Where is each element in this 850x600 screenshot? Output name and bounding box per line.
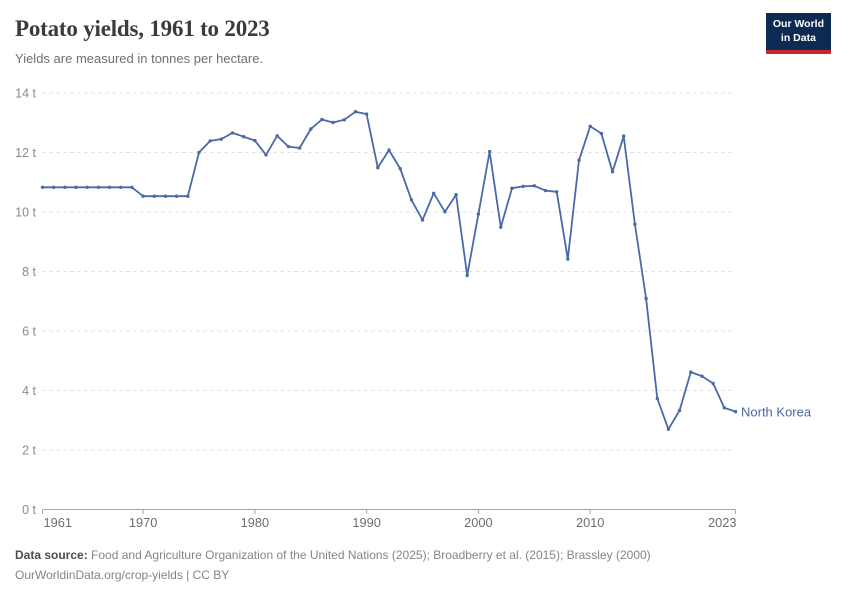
data-point[interactable] xyxy=(63,185,67,189)
x-axis-tick-label: 1970 xyxy=(129,515,157,530)
chart-subtitle: Yields are measured in tonnes per hectar… xyxy=(15,51,264,66)
data-point[interactable] xyxy=(85,185,89,189)
data-point[interactable] xyxy=(186,194,190,198)
data-point[interactable] xyxy=(96,185,101,189)
y-axis-tick-label: 8 t xyxy=(22,265,36,279)
data-source-label: Data source: xyxy=(15,548,88,562)
data-point[interactable] xyxy=(733,409,738,414)
data-point[interactable] xyxy=(197,150,201,155)
data-point[interactable] xyxy=(286,144,291,149)
x-axis-tick-label: 2023 xyxy=(708,515,736,530)
data-point[interactable] xyxy=(364,112,369,116)
data-point[interactable] xyxy=(644,296,648,301)
data-point[interactable] xyxy=(230,131,235,135)
y-axis-tick-label: 0 t xyxy=(22,503,36,517)
series-label-north-korea[interactable]: North Korea xyxy=(741,404,812,420)
data-point[interactable] xyxy=(130,185,134,189)
x-axis-tick-label: 1961 xyxy=(44,515,72,530)
y-axis-tick-label: 14 t xyxy=(15,86,36,100)
data-point[interactable] xyxy=(409,198,414,202)
data-point[interactable] xyxy=(331,120,335,125)
data-point[interactable] xyxy=(253,138,257,143)
x-axis-tick-label: 1990 xyxy=(352,515,380,530)
data-point[interactable] xyxy=(555,190,559,194)
data-point[interactable] xyxy=(499,225,503,229)
data-point[interactable] xyxy=(163,194,168,198)
y-axis-tick-label: 10 t xyxy=(15,205,36,219)
data-point[interactable] xyxy=(689,370,693,374)
data-point[interactable] xyxy=(119,185,123,189)
data-point[interactable] xyxy=(566,257,570,261)
data-point[interactable] xyxy=(521,184,525,189)
x-axis-tick-label: 2000 xyxy=(464,515,492,530)
data-point[interactable] xyxy=(454,193,458,197)
chart-title: Potato yields, 1961 to 2023 xyxy=(15,16,270,41)
data-point[interactable] xyxy=(432,191,436,195)
data-point[interactable] xyxy=(510,186,514,190)
data-point[interactable] xyxy=(476,212,481,216)
data-point[interactable] xyxy=(74,185,78,189)
owid-logo-line2: in Data xyxy=(780,31,816,44)
y-axis-tick-label: 4 t xyxy=(22,384,36,398)
data-point[interactable] xyxy=(532,184,536,188)
data-point[interactable] xyxy=(107,185,112,189)
owid-logo[interactable]: Our World in Data xyxy=(765,13,831,55)
attribution-line: OurWorldinData.org/crop-yields | CC BY xyxy=(15,568,230,582)
data-source-text: Food and Agriculture Organization of the… xyxy=(87,548,651,562)
y-axis-tick-label: 12 t xyxy=(15,146,36,160)
data-point[interactable] xyxy=(622,134,626,138)
data-point[interactable] xyxy=(40,185,45,189)
data-point[interactable] xyxy=(320,117,324,122)
data-point[interactable] xyxy=(208,139,212,143)
data-point[interactable] xyxy=(588,124,592,128)
data-point[interactable] xyxy=(398,166,402,171)
data-point[interactable] xyxy=(52,185,56,189)
data-point[interactable] xyxy=(387,148,391,152)
data-point[interactable] xyxy=(264,153,268,157)
data-point[interactable] xyxy=(610,170,615,174)
x-axis-tick-label: 2010 xyxy=(576,515,604,530)
data-point[interactable] xyxy=(376,166,380,170)
data-point[interactable] xyxy=(543,188,548,193)
data-point[interactable] xyxy=(309,127,313,131)
data-point[interactable] xyxy=(711,381,715,386)
data-point[interactable] xyxy=(174,194,179,198)
data-point[interactable] xyxy=(577,158,581,162)
y-axis-tick-label: 2 t xyxy=(22,443,36,457)
data-point[interactable] xyxy=(297,146,302,150)
data-point[interactable] xyxy=(666,427,671,431)
data-point[interactable] xyxy=(599,131,604,136)
owid-logo-line1: Our World xyxy=(772,18,824,30)
data-point[interactable] xyxy=(420,218,425,222)
data-point[interactable] xyxy=(353,110,358,114)
data-point[interactable] xyxy=(443,210,447,214)
data-point[interactable] xyxy=(633,222,637,226)
data-point[interactable] xyxy=(275,134,279,138)
data-point[interactable] xyxy=(722,406,726,410)
data-point[interactable] xyxy=(487,149,492,154)
x-axis-tick-label: 1980 xyxy=(241,515,269,530)
data-point[interactable] xyxy=(677,408,682,413)
data-point[interactable] xyxy=(242,135,246,139)
data-point[interactable] xyxy=(141,194,145,198)
data-point[interactable] xyxy=(700,374,704,378)
data-line-north-korea[interactable] xyxy=(41,110,737,431)
data-point[interactable] xyxy=(342,118,346,122)
y-axis-tick-label: 6 t xyxy=(22,324,36,338)
data-source-line: Data source: Food and Agriculture Organi… xyxy=(15,545,835,565)
data-point[interactable] xyxy=(219,137,223,141)
data-point[interactable] xyxy=(152,194,156,198)
chart-footer: Data source: Food and Agriculture Organi… xyxy=(15,545,835,585)
data-point[interactable] xyxy=(655,396,659,401)
data-point[interactable] xyxy=(465,273,469,278)
